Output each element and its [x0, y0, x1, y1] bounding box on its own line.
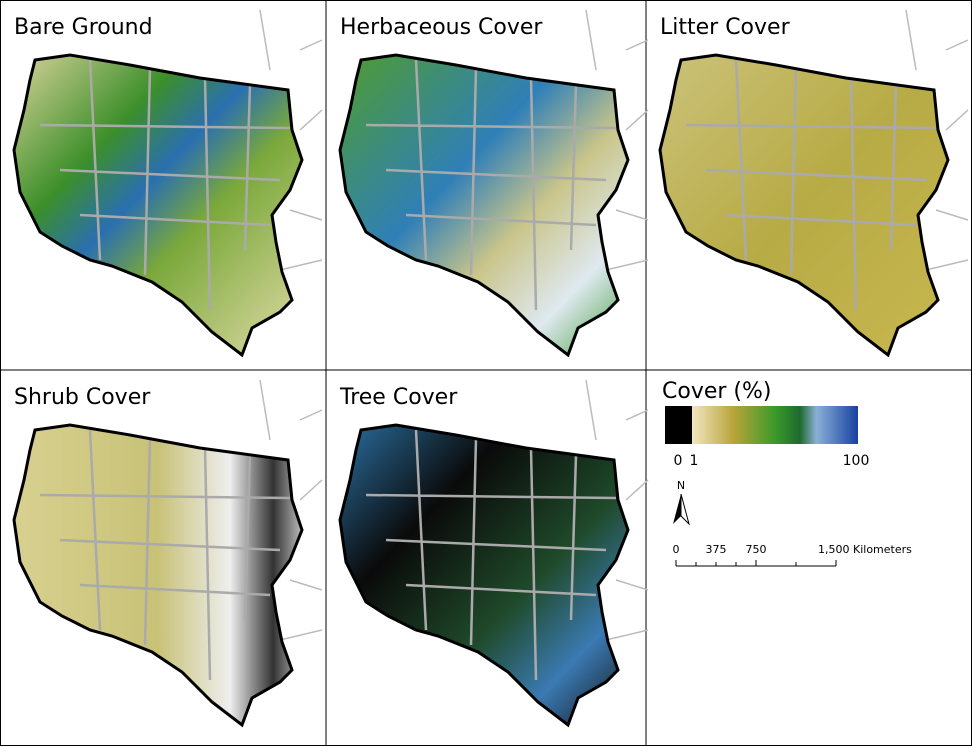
map-region	[14, 55, 302, 355]
north-arrow	[673, 494, 681, 524]
scale-label: 0	[673, 543, 680, 556]
scale-label: 750	[746, 543, 767, 556]
legend-swatch	[665, 406, 692, 444]
map-panel	[12, 379, 323, 727]
map-panel	[338, 9, 649, 357]
map-region	[340, 55, 628, 355]
map-region	[340, 425, 628, 725]
panel-title: Litter Cover	[660, 15, 791, 40]
map-panel	[12, 9, 323, 357]
map-panel	[658, 9, 969, 357]
scale-bar	[675, 560, 837, 567]
map-region	[14, 425, 302, 725]
north-label: N	[677, 479, 685, 492]
legend-label: 1	[690, 453, 699, 469]
map-panels	[12, 9, 969, 727]
panel-title: Tree Cover	[339, 385, 458, 410]
map-region	[660, 55, 948, 355]
map-panel	[338, 379, 649, 727]
panel-title: Herbaceous Cover	[340, 15, 543, 40]
scale-label: 375	[706, 543, 727, 556]
panel-title: Shrub Cover	[14, 385, 151, 410]
legend-title: Cover (%)	[662, 379, 771, 404]
panel-title: Bare Ground	[14, 15, 153, 40]
legend-label: 100	[843, 453, 870, 469]
scale-label: 1,500 Kilometers	[818, 543, 912, 556]
legend-gradient	[692, 406, 858, 444]
legend-label: 0	[674, 453, 683, 469]
north-arrow	[680, 493, 690, 526]
legend: Cover (%) 0 1 100 N 0 375 750 1,500 Kilo…	[662, 379, 912, 567]
